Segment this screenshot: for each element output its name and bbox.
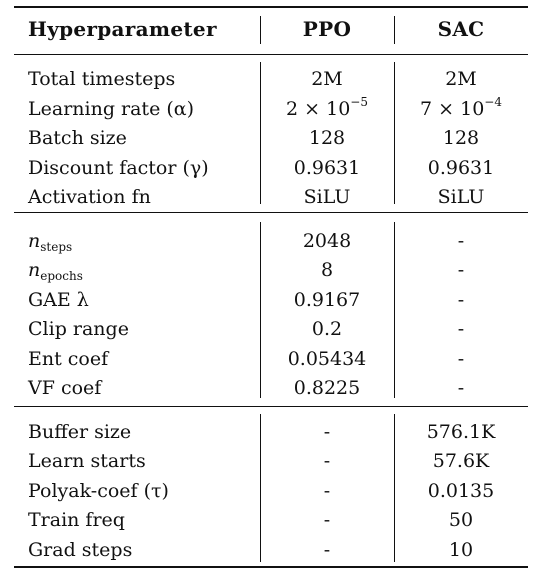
sac-value: 7 × 10−4 <box>420 94 502 120</box>
sac-value: 50 <box>448 509 474 531</box>
row-label: Train freq <box>28 509 125 531</box>
ppo-value: - <box>323 538 331 561</box>
row-label: Learning rate (α) <box>28 97 195 120</box>
table-row: Clip range 0.2 - <box>14 315 528 345</box>
sac-value: SiLU <box>437 186 485 208</box>
row-label: Ent coef <box>28 347 109 370</box>
column-separator-2 <box>394 222 395 398</box>
ppo-value: 0.05434 <box>287 347 367 370</box>
sac-value: - <box>457 259 465 281</box>
ppo-value: 2 × 10−5 <box>286 94 368 120</box>
ppo-value: 0.9167 <box>293 288 361 311</box>
ppo-value: 2048 <box>302 229 352 252</box>
column-separator-2 <box>394 16 395 44</box>
header-rule <box>14 54 528 56</box>
row-label: VF coef <box>28 377 102 399</box>
column-separator-1 <box>260 222 261 398</box>
row-label: GAE λ <box>28 288 89 311</box>
table-row: Train freq - 50 <box>14 506 528 536</box>
column-separator-2 <box>394 62 395 204</box>
header-ppo: PPO <box>302 17 352 41</box>
table-row: GAE λ 0.9167 - <box>14 286 528 316</box>
sac-value: 576.1K <box>426 420 496 443</box>
sac-value: - <box>457 377 465 399</box>
sac-value: 10 <box>448 538 474 561</box>
table-row: Discount factor (γ) 0.9631 0.9631 <box>14 154 528 184</box>
table-row: Learn starts - 57.6K <box>14 447 528 477</box>
table-row: Batch size 128 128 <box>14 124 528 154</box>
row-label: Discount factor (γ) <box>28 156 209 179</box>
table-row: nepochs 8 - <box>14 256 528 286</box>
row-label: Polyak-coef (τ) <box>28 479 169 502</box>
sac-value: - <box>457 347 465 370</box>
table-row: nsteps 2048 - <box>14 227 528 257</box>
group1-rule <box>14 212 528 214</box>
table-row: Grad steps - 10 <box>14 536 528 566</box>
header-row: Hyperparameter PPO SAC <box>14 0 528 58</box>
ppo-value: 0.9631 <box>293 156 361 179</box>
table-row: Total timesteps 2M 2M <box>14 65 528 95</box>
hyperparameter-table: Hyperparameter PPO SAC Total timesteps 2… <box>14 0 528 565</box>
column-separator-1 <box>260 16 261 44</box>
header-hyperparameter: Hyperparameter <box>28 17 217 41</box>
ppo-value: SiLU <box>303 186 351 208</box>
row-label: Learn starts <box>28 450 146 472</box>
column-separator-1 <box>260 414 261 562</box>
row-label: nsteps <box>28 229 73 254</box>
sac-value: - <box>457 288 465 311</box>
column-separator-2 <box>394 414 395 562</box>
ppo-value: - <box>323 509 331 531</box>
sac-value: 57.6K <box>432 450 490 472</box>
row-label: Total timesteps <box>28 68 176 90</box>
ppo-value: 8 <box>320 259 334 281</box>
ppo-value: - <box>323 479 331 502</box>
row-label: Clip range <box>28 318 129 340</box>
row-label: Grad steps <box>28 538 133 561</box>
ppo-value: 0.8225 <box>293 377 361 399</box>
header-sac: SAC <box>437 17 485 41</box>
row-label: Batch size <box>28 127 127 149</box>
bottom-rule <box>14 566 528 568</box>
sac-value: 128 <box>442 127 480 149</box>
sac-value: 0.9631 <box>427 156 495 179</box>
table-row: Polyak-coef (τ) - 0.0135 <box>14 477 528 507</box>
ppo-value: 0.2 <box>311 318 343 340</box>
column-separator-1 <box>260 62 261 204</box>
ppo-value: - <box>323 450 331 472</box>
sac-value: 2M <box>445 68 477 90</box>
table-row: Learning rate (α) 2 × 10−5 7 × 10−4 <box>14 95 528 125</box>
ppo-value: 2M <box>311 68 343 90</box>
table-row: Ent coef 0.05434 - <box>14 345 528 375</box>
ppo-value: - <box>323 420 331 443</box>
row-label: nepochs <box>28 259 83 283</box>
row-label: Activation fn <box>28 186 151 208</box>
table-row: Buffer size - 576.1K <box>14 418 528 448</box>
group2-rule <box>14 406 528 408</box>
sac-value: - <box>457 318 465 340</box>
row-label: Buffer size <box>28 420 132 443</box>
ppo-value: 128 <box>308 127 346 149</box>
table-row: VF coef 0.8225 - <box>14 374 528 404</box>
sac-value: - <box>457 229 465 252</box>
sac-value: 0.0135 <box>427 479 495 502</box>
top-rule <box>14 6 528 8</box>
table-row: Activation fn SiLU SiLU <box>14 183 528 213</box>
